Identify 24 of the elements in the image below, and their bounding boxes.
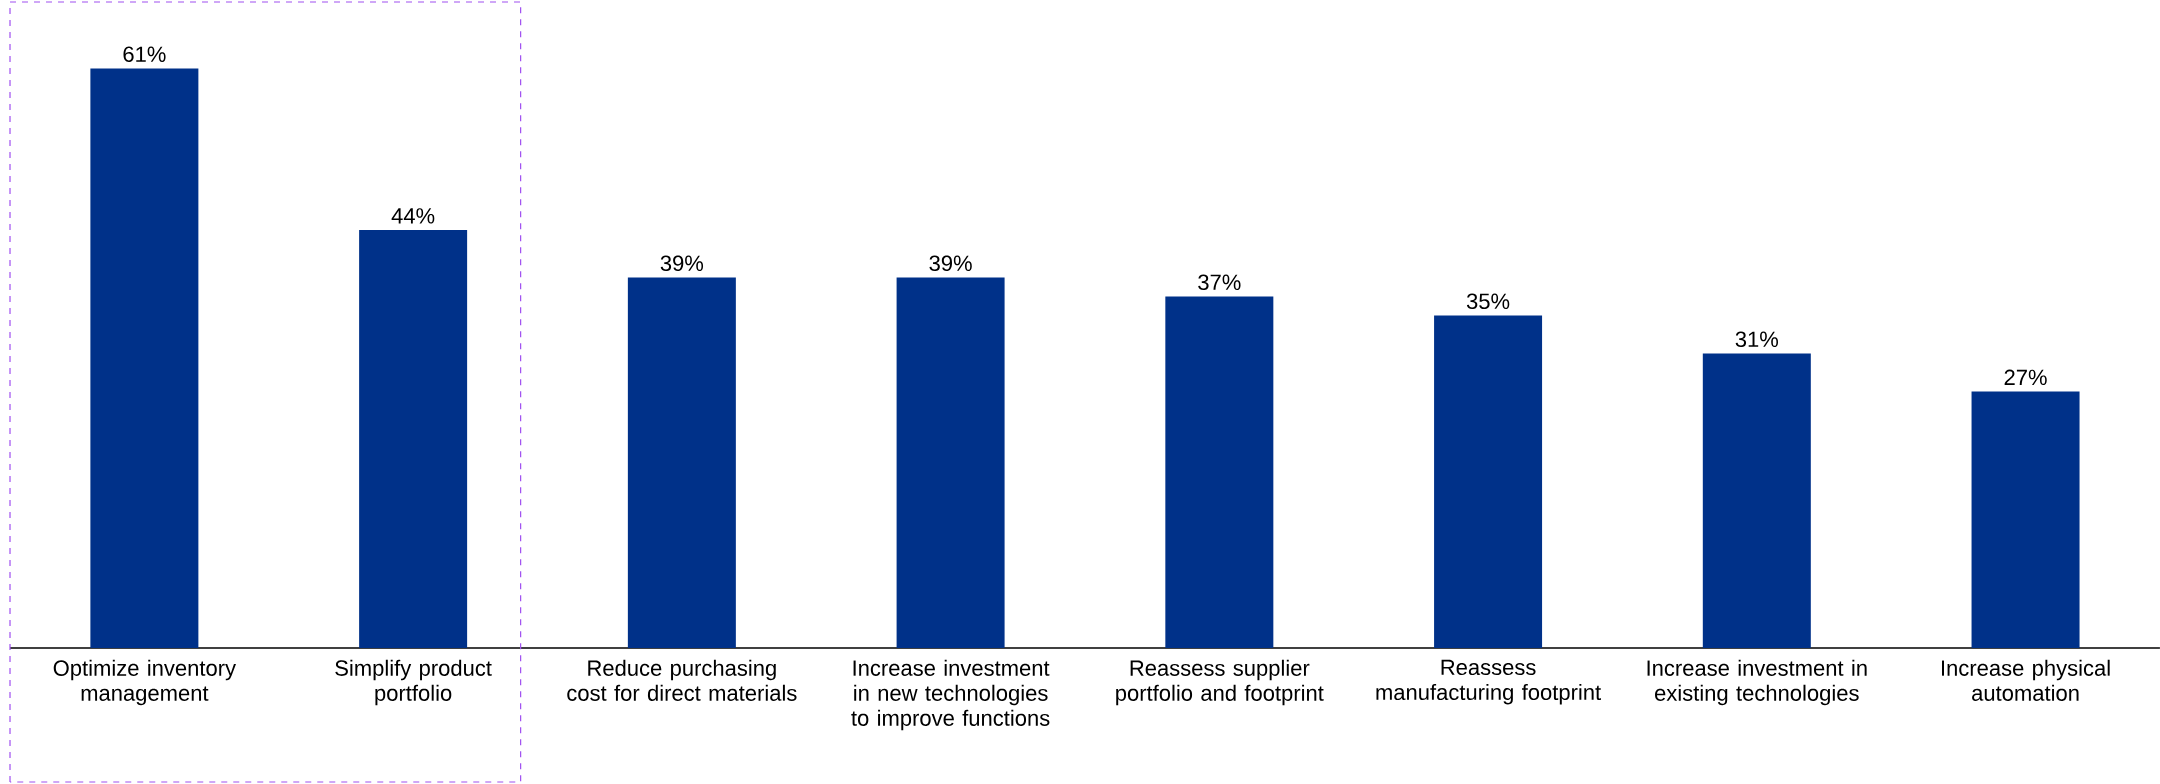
bar <box>627 277 736 648</box>
data-label: 61% <box>123 46 166 63</box>
x-tick-label: Reassess manufacturing footprint <box>1376 659 1601 705</box>
data-label: 37% <box>1198 274 1241 291</box>
bar <box>1702 353 1811 648</box>
x-tick-label: Increase physical automation <box>1941 659 2110 701</box>
bar <box>1434 315 1543 648</box>
data-label: 39% <box>929 255 972 272</box>
data-label: 31% <box>1735 331 1779 348</box>
x-tick-label: Reassess supplier portfolio and footprint <box>1116 659 1324 706</box>
bar <box>896 277 1005 648</box>
data-label: 35% <box>1466 293 1510 310</box>
data-label: 39% <box>660 255 704 272</box>
data-label: 27% <box>2004 369 2047 386</box>
x-tick-label: Increase investment in new technologies to improve functions <box>851 659 1050 731</box>
bar <box>90 68 199 648</box>
data-label: 44% <box>391 208 435 224</box>
x-tick-label: Increase investment in existing technologies <box>1647 659 1867 706</box>
bar <box>1971 391 2080 648</box>
bar <box>359 229 468 648</box>
x-tick-label: Simplify product portfolio <box>335 659 492 706</box>
bar <box>1165 296 1274 648</box>
x-tick-label: Reduce purchasing cost for direct materials <box>567 659 797 701</box>
x-tick-label: Optimize inventory management <box>53 659 236 706</box>
